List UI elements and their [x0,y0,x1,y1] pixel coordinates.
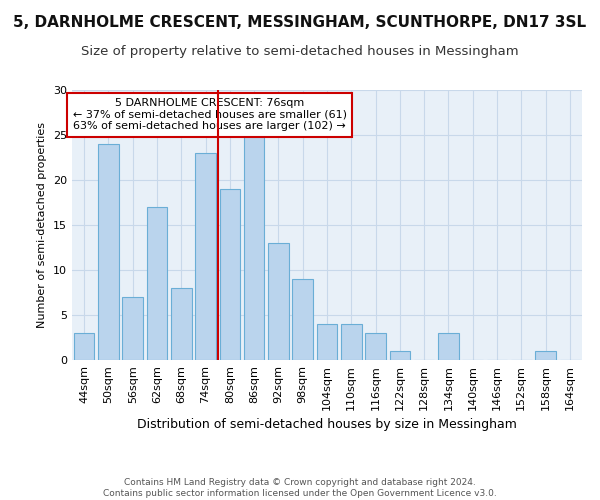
Bar [171,288,191,360]
Bar [195,153,216,360]
Bar [365,333,386,360]
Bar [98,144,119,360]
Bar [268,243,289,360]
Bar [244,135,265,360]
Text: 5 DARNHOLME CRESCENT: 76sqm
← 37% of semi-detached houses are smaller (61)
63% o: 5 DARNHOLME CRESCENT: 76sqm ← 37% of sem… [73,98,347,132]
Bar [74,333,94,360]
Bar [292,279,313,360]
Text: Contains HM Land Registry data © Crown copyright and database right 2024.
Contai: Contains HM Land Registry data © Crown c… [103,478,497,498]
Bar [389,351,410,360]
Bar [341,324,362,360]
Bar [122,297,143,360]
Bar [317,324,337,360]
Bar [438,333,459,360]
Bar [146,207,167,360]
Text: Size of property relative to semi-detached houses in Messingham: Size of property relative to semi-detach… [81,45,519,58]
Y-axis label: Number of semi-detached properties: Number of semi-detached properties [37,122,47,328]
Text: 5, DARNHOLME CRESCENT, MESSINGHAM, SCUNTHORPE, DN17 3SL: 5, DARNHOLME CRESCENT, MESSINGHAM, SCUNT… [13,15,587,30]
Bar [220,189,240,360]
X-axis label: Distribution of semi-detached houses by size in Messingham: Distribution of semi-detached houses by … [137,418,517,431]
Bar [535,351,556,360]
